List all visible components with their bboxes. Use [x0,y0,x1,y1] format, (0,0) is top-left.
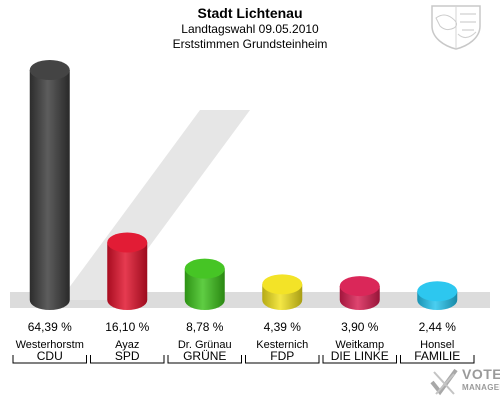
value-label: 3,90 % [341,320,379,334]
bar-top [29,60,70,80]
bar-die-linke [339,276,380,310]
value-label: 2,44 % [419,320,457,334]
bar-top [339,276,380,297]
party-label: DIE LINKE [331,349,389,363]
logo-text-manager: MANAGER [462,383,500,392]
coat-of-arms-icon [431,5,481,50]
header: Stadt Lichtenau Landtagswahl 09.05.2010 … [0,5,500,52]
value-label: 16,10 % [105,320,149,334]
bar-top [107,232,148,253]
party-label: GRÜNE [183,349,226,363]
page-subtitle-election: Landtagswahl 09.05.2010 [181,22,319,36]
bar-body [184,268,225,310]
value-label: 4,39 % [264,320,302,334]
checkmark-cross-icon [430,368,458,396]
value-label: 8,78 % [186,320,224,334]
party-label: CDU [37,349,63,363]
vote-manager-logo: VOTE MANAGER [428,366,500,398]
bar-cdu [29,60,70,310]
category-bracket [167,355,242,364]
category-bracket [400,355,475,364]
bar-body [107,242,148,310]
candidate-label: Honsel [420,339,454,351]
bar-gr-ne [184,258,225,310]
category-bracket [322,355,397,364]
bars-group [29,60,458,310]
party-label: SPD [115,349,140,363]
logo-text-vote: VOTE [462,366,500,382]
bar-fdp [262,274,303,310]
candidate-label: Westerhorstm [16,339,84,351]
bar-spd [107,232,148,310]
party-label: FAMILIE [414,349,460,363]
bar-top [184,258,225,279]
candidate-label: Ayaz [115,339,139,351]
category-bracket [90,355,165,364]
bar-body [29,70,70,310]
page-title: Stadt Lichtenau [197,5,303,21]
candidate-label: Weitkamp [335,339,384,351]
party-label: FDP [270,349,294,363]
category-bracket [12,355,87,364]
bar-familie [417,281,458,310]
value-label: 64,39 % [28,320,72,334]
bar-top [262,274,303,295]
category-bracket [245,355,320,364]
bar-top [417,281,458,302]
candidate-label: Kesternich [256,339,308,351]
candidate-label: Dr. Grünau [178,339,232,351]
page-subtitle-district: Erststimmen Grundsteinheim [172,37,328,51]
